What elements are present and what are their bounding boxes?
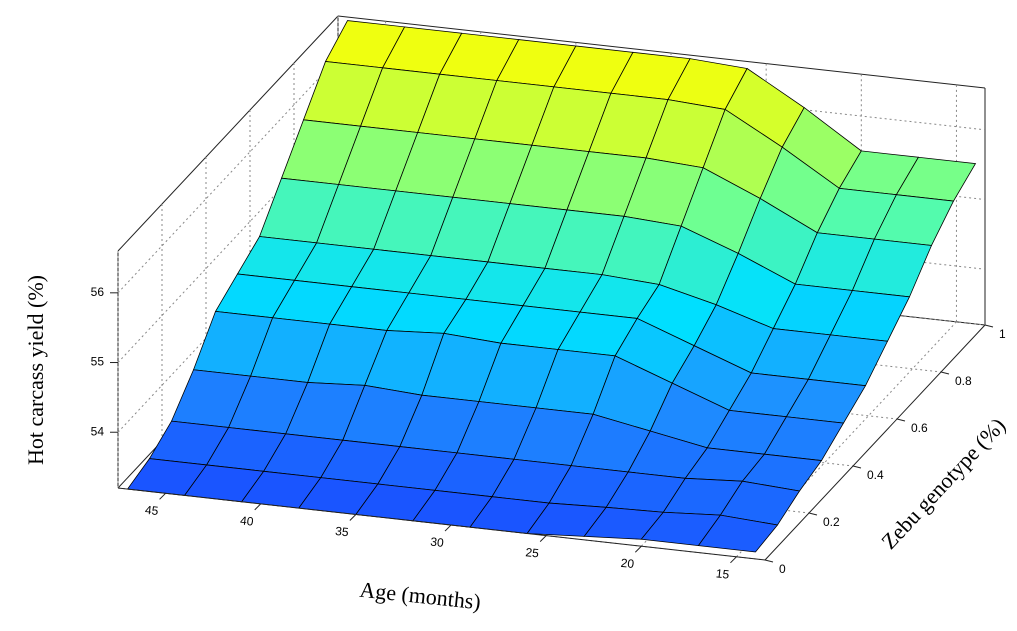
y-tick-label: 0.6 [911, 421, 928, 435]
x-tick-label: 45 [144, 503, 159, 518]
tick-mark [254, 503, 262, 511]
grid-line [117, 127, 339, 363]
x-axis-label: Age (months) [358, 577, 482, 615]
z-tick-label: 55 [91, 355, 105, 369]
x-tick-label: 30 [430, 535, 445, 550]
x-tick-label: 20 [620, 556, 635, 571]
x-tick-label: 40 [239, 513, 254, 528]
tick-mark [808, 512, 818, 516]
tick-mark [349, 514, 357, 521]
tick-mark [984, 324, 994, 328]
x-tick-label: 15 [715, 566, 730, 581]
y-tick-label: 1 [999, 327, 1006, 341]
tick-mark [940, 371, 950, 375]
y-tick-label: 0 [779, 562, 786, 576]
tick-mark [539, 535, 547, 543]
axis-line [764, 324, 986, 561]
z-axis-label: Hot carcass yield (%) [23, 275, 48, 465]
z-tick-label: 54 [91, 424, 105, 438]
axis-line [117, 487, 766, 561]
y-tick-label: 0.4 [867, 468, 884, 482]
surface-patch [697, 514, 779, 553]
tick-mark [159, 492, 166, 500]
tick-mark [444, 524, 452, 532]
tick-mark [852, 465, 862, 469]
tick-mark [730, 556, 737, 564]
box-edge [117, 15, 339, 252]
grid-line [736, 321, 957, 558]
z-tick-label: 56 [91, 285, 105, 299]
tick-mark [764, 559, 774, 563]
grid-line [117, 57, 339, 294]
tick-mark [896, 418, 906, 422]
x-tick-label: 35 [335, 524, 350, 539]
box-edge [337, 15, 986, 89]
y-tick-label: 0.2 [823, 515, 840, 529]
tick-mark [634, 545, 642, 553]
y-axis-label: Zebu genotype (%) [876, 413, 1010, 554]
x-tick-label: 25 [525, 545, 540, 560]
y-tick-label: 0.8 [955, 374, 972, 388]
